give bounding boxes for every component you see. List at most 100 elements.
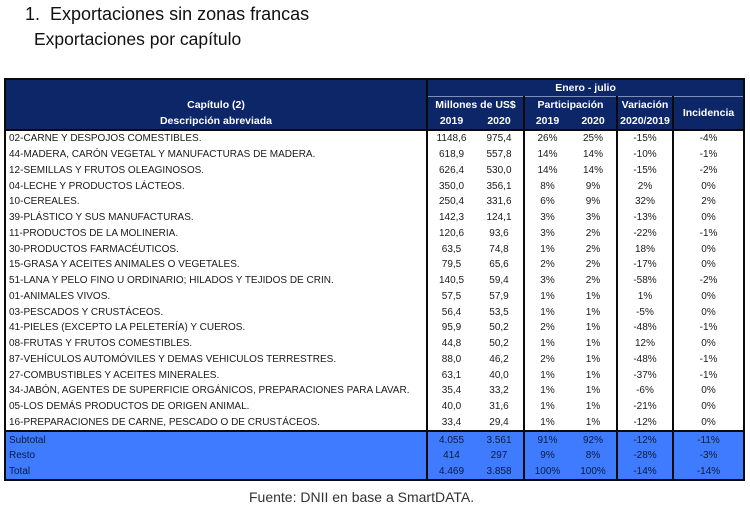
participacion-2019: 1% [524, 367, 570, 383]
incidencia: 2% [673, 194, 746, 210]
participacion-2019: 1% [524, 304, 570, 320]
table-row: 41-PIELES (EXCEPTO LA PELETERÍA) Y CUERO… [4, 320, 746, 336]
millones-2019: 4.055 [427, 430, 475, 448]
variacion: 12% [617, 335, 674, 352]
header-millones-2020: 2020 [475, 113, 524, 130]
millones-2020: 530,0 [475, 162, 525, 179]
chapter-description: 01-ANIMALES VIVOS. [4, 288, 428, 305]
millones-2020: 124,1 [475, 209, 525, 226]
millones-2020: 557,8 [475, 146, 525, 163]
incidencia: 0% [673, 414, 746, 432]
table-row: 11-PRODUCTOS DE LA MOLINERIA. 120,6 93,6… [4, 225, 746, 242]
variacion: 32% [617, 194, 674, 210]
totals-row: Subtotal 4.055 3.561 91% 92% -12% -11% [4, 430, 746, 448]
incidencia: 0% [673, 304, 746, 320]
table-row: 02-CARNE Y DESPOJOS COMESTIBLES. 1148,6 … [4, 129, 746, 147]
incidencia: 0% [673, 383, 746, 399]
millones-2020: 31,6 [475, 398, 525, 415]
header-incidencia: Incidencia [671, 96, 746, 130]
table-row: 39-PLÁSTICO Y SUS MANUFACTURAS. 142,3 12… [4, 209, 746, 226]
table-row: 30-PRODUCTOS FARMACÉUTICOS. 63,5 74,8 1%… [4, 241, 746, 257]
millones-2019: 33,4 [427, 414, 475, 432]
participacion-2020: 2% [570, 225, 618, 242]
table-row: 34-JABÓN, AGENTES DE SUPERFICIE ORGÁNICO… [4, 383, 746, 399]
participacion-2019: 2% [524, 320, 570, 336]
chapter-description: 34-JABÓN, AGENTES DE SUPERFICIE ORGÁNICO… [4, 383, 428, 399]
millones-2019: 79,5 [427, 257, 475, 273]
participacion-2019: 14% [524, 162, 570, 179]
millones-2019: 56,4 [427, 304, 475, 320]
incidencia: 0% [673, 335, 746, 352]
millones-2019: 95,9 [427, 320, 475, 336]
millones-2020: 29,4 [475, 414, 525, 432]
participacion-2020: 100% [570, 463, 618, 481]
millones-2019: 414 [427, 447, 475, 464]
table-row: 27-COMBUSTIBLES Y ACEITES MINERALES. 63,… [4, 367, 746, 383]
header-period: Enero - julio [425, 78, 746, 97]
incidencia: -14% [673, 463, 746, 481]
source-note: Fuente: DNII en base a SmartDATA. [249, 489, 475, 505]
header-participacion-2020: 2020 [570, 113, 617, 130]
millones-2019: 35,4 [427, 383, 475, 399]
incidencia: -1% [673, 320, 746, 336]
chapter-description: 04-LECHE Y PRODUCTOS LÁCTEOS. [4, 178, 428, 194]
chapter-description: 87-VEHÍCULOS AUTOMÓVILES Y DEMAS VEHICUL… [4, 351, 428, 368]
incidencia: 0% [673, 288, 746, 305]
section-heading: 1. Exportaciones sin zonas francas [25, 4, 309, 25]
chapter-description: 08-FRUTAS Y FRUTOS COMESTIBLES. [4, 335, 428, 352]
variacion: -12% [617, 414, 674, 432]
chapter-description: 10-CEREALES. [4, 194, 428, 210]
participacion-2020: 1% [570, 414, 618, 432]
participacion-2019: 1% [524, 414, 570, 432]
incidencia: -2% [673, 162, 746, 179]
chapter-description: 41-PIELES (EXCEPTO LA PELETERÍA) Y CUERO… [4, 320, 428, 336]
participacion-2019: 1% [524, 398, 570, 415]
millones-2019: 626,4 [427, 162, 475, 179]
incidencia: 0% [673, 398, 746, 415]
participacion-2019: 3% [524, 272, 570, 289]
chapter-description: 16-PREPARACIONES DE CARNE, PESCADO O DE … [4, 414, 428, 432]
participacion-2020: 92% [570, 430, 618, 448]
millones-2019: 63,1 [427, 367, 475, 383]
variacion: -14% [617, 463, 674, 481]
table-row: 87-VEHÍCULOS AUTOMÓVILES Y DEMAS VEHICUL… [4, 351, 746, 368]
participacion-2019: 1% [524, 241, 570, 257]
millones-2020: 65,6 [475, 257, 525, 273]
variacion: -6% [617, 383, 674, 399]
header-variacion: Variación [616, 96, 673, 113]
millones-2020: 3.858 [475, 463, 525, 481]
millones-2020: 46,2 [475, 351, 525, 368]
millones-2019: 142,3 [427, 209, 475, 226]
participacion-2019: 2% [524, 351, 570, 368]
variacion: -48% [617, 351, 674, 368]
section-title: Exportaciones sin zonas francas [50, 4, 310, 24]
participacion-2019: 9% [524, 447, 570, 464]
participacion-2019: 100% [524, 463, 570, 481]
incidencia: -11% [673, 430, 746, 448]
header-blank [4, 78, 427, 97]
participacion-2019: 6% [524, 194, 570, 210]
table-row: 44-MADERA, CARÓN VEGETAL Y MANUFACTURAS … [4, 146, 746, 163]
variacion: -5% [617, 304, 674, 320]
millones-2020: 57,9 [475, 288, 525, 305]
participacion-2019: 26% [524, 129, 570, 147]
participacion-2020: 1% [570, 367, 618, 383]
incidencia: 0% [673, 257, 746, 273]
table-row: 12-SEMILLAS Y FRUTOS OLEAGINOSOS. 626,4 … [4, 162, 746, 179]
variacion: -10% [617, 146, 674, 163]
incidencia: 0% [673, 178, 746, 194]
millones-2019: 4.469 [427, 463, 475, 481]
millones-2020: 297 [475, 447, 525, 464]
participacion-2020: 1% [570, 398, 618, 415]
incidencia: -1% [673, 225, 746, 242]
participacion-2020: 8% [570, 447, 618, 464]
table-row: 04-LECHE Y PRODUCTOS LÁCTEOS. 350,0 356,… [4, 178, 746, 194]
participacion-2019: 2% [524, 257, 570, 273]
participacion-2020: 25% [570, 129, 618, 147]
exports-by-chapter-table: Enero - julio Capítulo (2) Millones de U… [4, 78, 746, 481]
participacion-2019: 3% [524, 209, 570, 226]
table-totals: Subtotal 4.055 3.561 91% 92% -12% -11% R… [4, 430, 746, 481]
millones-2020: 50,2 [475, 320, 525, 336]
millones-2020: 53,5 [475, 304, 525, 320]
variacion: 2% [617, 178, 674, 194]
